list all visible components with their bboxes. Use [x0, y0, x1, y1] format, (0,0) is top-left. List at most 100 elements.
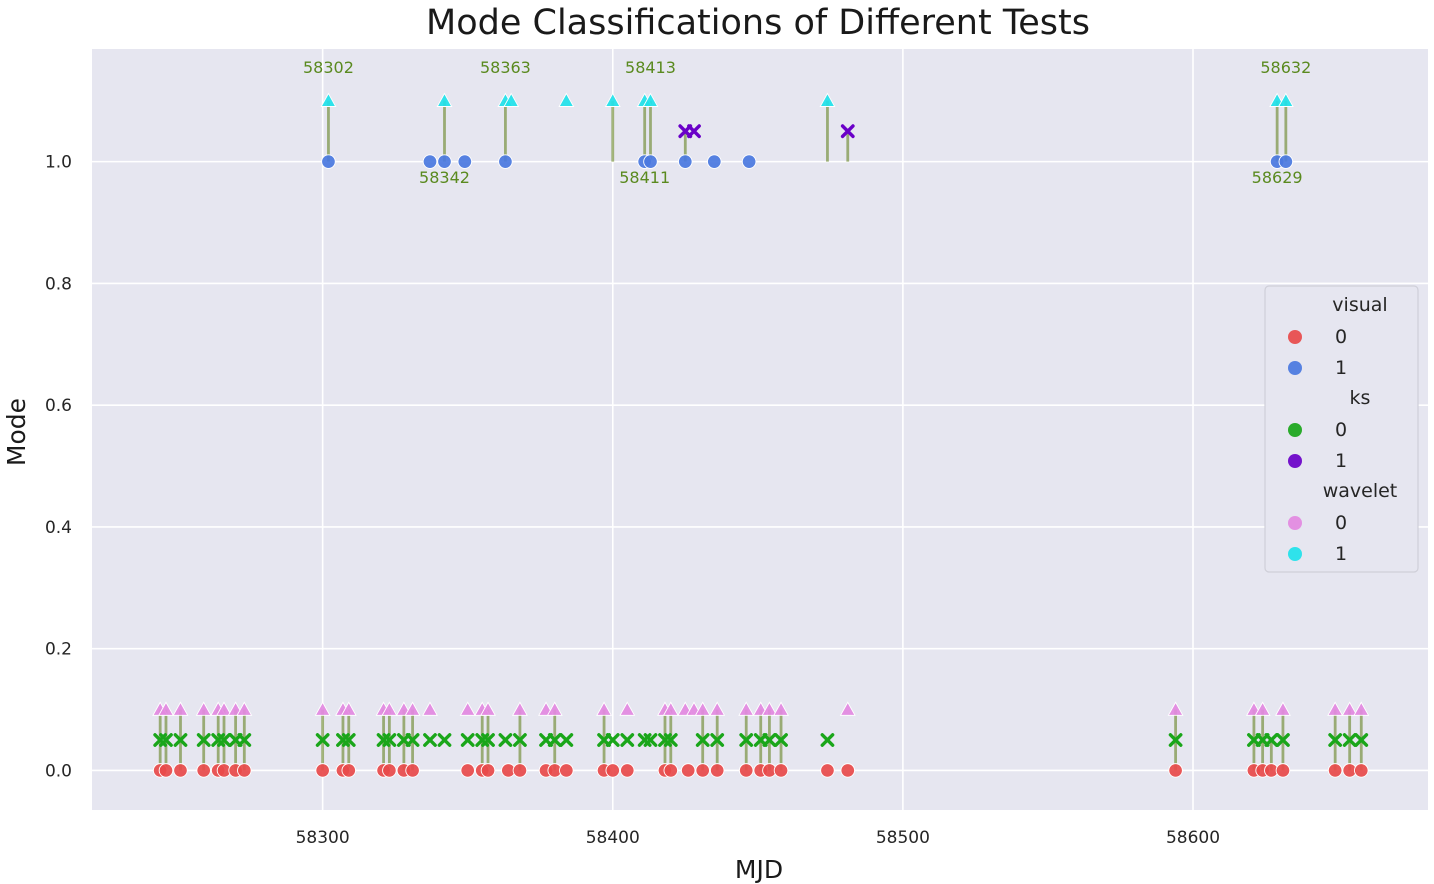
ks-0-point — [663, 733, 678, 747]
visual-1-point — [1278, 154, 1294, 169]
ks-0-point — [710, 733, 725, 747]
visual-1-point — [321, 154, 336, 169]
mjd-annotation: 58342 — [419, 168, 470, 187]
wavelet-0-point — [511, 701, 528, 716]
ks-0-point — [481, 733, 495, 747]
wavelet-0-point — [236, 701, 253, 716]
ks-0-point — [382, 733, 397, 747]
y-axis-label: Mode — [2, 398, 31, 466]
wavelet-0-point — [1167, 701, 1184, 716]
wavelet-0-point — [773, 701, 789, 716]
wavelet-0-point — [381, 701, 398, 716]
ks-0-point — [762, 733, 777, 747]
visual-0-point — [158, 763, 174, 778]
wavelet-0-point — [195, 701, 212, 716]
visual-0-point — [620, 763, 635, 778]
visual-0-point — [840, 763, 856, 778]
y-tick-label: 0.2 — [45, 640, 72, 660]
x-tick-label: 58300 — [296, 828, 350, 848]
mjd-annotation: 58629 — [1252, 168, 1303, 187]
visual-0-point — [460, 763, 475, 778]
ks-1-point — [840, 124, 855, 139]
wavelet-0-point — [314, 701, 331, 716]
ks-0-point — [159, 733, 173, 747]
legend-box — [1264, 285, 1419, 573]
y-tick-label: 0.6 — [45, 396, 72, 416]
legend-entry-label: 1 — [1335, 543, 1347, 565]
ks-0-point — [1354, 733, 1369, 747]
legend-entry-label: 0 — [1335, 326, 1347, 348]
legend-entry-label: 1 — [1335, 450, 1347, 472]
visual-0-point — [559, 763, 574, 778]
chart-title: Mode Classifications of Different Tests — [426, 3, 1090, 43]
visual-0-point — [738, 763, 754, 778]
mjd-annotation: 58632 — [1260, 58, 1311, 77]
wavelet-1-point — [1277, 92, 1294, 107]
visual-1-point — [707, 154, 722, 169]
visual-0-point — [1275, 763, 1291, 778]
ks-0-point — [1276, 733, 1290, 747]
wavelet-1-point — [604, 92, 621, 107]
legend-marker — [1288, 330, 1302, 344]
wavelet-0-point — [709, 701, 726, 716]
ks-0-point — [695, 733, 710, 747]
x-axis-label: MJD — [735, 855, 783, 884]
wavelet-0-point — [216, 701, 232, 716]
x-tick-label: 58400 — [586, 828, 640, 848]
ks-0-point — [196, 733, 211, 747]
ks-0-point — [739, 733, 754, 747]
ks-0-point — [1328, 733, 1343, 747]
ks-0-point — [423, 733, 437, 747]
visual-0-point — [382, 763, 397, 778]
ks-0-point — [643, 733, 658, 747]
wavelet-1-point — [819, 92, 836, 107]
visual-0-point — [237, 763, 252, 778]
visual-0-point — [196, 763, 211, 778]
ks-0-point — [774, 733, 788, 747]
wavelet-0-point — [158, 701, 174, 716]
wavelet-0-point — [546, 701, 563, 716]
wavelet-0-point — [340, 701, 357, 716]
wavelet-0-point — [761, 701, 778, 716]
wavelet-0-point — [738, 701, 755, 716]
mjd-annotation: 58302 — [303, 58, 354, 77]
plot-area — [92, 49, 1428, 810]
legend-marker — [1288, 516, 1302, 530]
mjd-annotation: 58413 — [625, 58, 676, 77]
visual-1-point — [643, 154, 658, 169]
legend-marker — [1288, 454, 1302, 468]
wavelet-1-point — [503, 92, 520, 107]
wavelet-0-point — [694, 701, 711, 716]
legend-marker — [1288, 547, 1302, 561]
visual-0-point — [663, 763, 679, 778]
ks-0-point — [1168, 733, 1183, 747]
wavelet-1-point — [436, 92, 453, 107]
mjd-annotation: 58411 — [619, 168, 670, 187]
ks-0-point — [1264, 733, 1279, 747]
ks-0-point — [620, 733, 635, 747]
wavelet-0-point — [422, 701, 438, 716]
ks-0-point — [460, 733, 475, 747]
legend-marker — [1288, 361, 1302, 375]
visual-0-point — [709, 763, 725, 778]
ks-0-point — [237, 733, 252, 747]
visual-0-point — [173, 763, 188, 778]
legend-group-title: wavelet — [1323, 480, 1398, 502]
visual-1-point — [741, 154, 757, 169]
ks-0-point — [437, 733, 452, 747]
visual-1-point — [437, 154, 452, 169]
visual-0-point — [512, 763, 528, 778]
wavelet-0-point — [404, 701, 421, 716]
legend-group-title: visual — [1332, 294, 1387, 316]
y-tick-label: 1.0 — [45, 153, 72, 173]
wavelet-0-point — [1341, 701, 1358, 716]
visual-1-point — [678, 154, 693, 169]
ks-0-point — [513, 733, 527, 747]
mjd-annotation: 58363 — [480, 58, 531, 77]
ks-0-point — [1342, 733, 1357, 747]
visual-0-point — [605, 763, 621, 778]
ks-1-point — [687, 124, 701, 139]
data-points — [152, 92, 1370, 778]
